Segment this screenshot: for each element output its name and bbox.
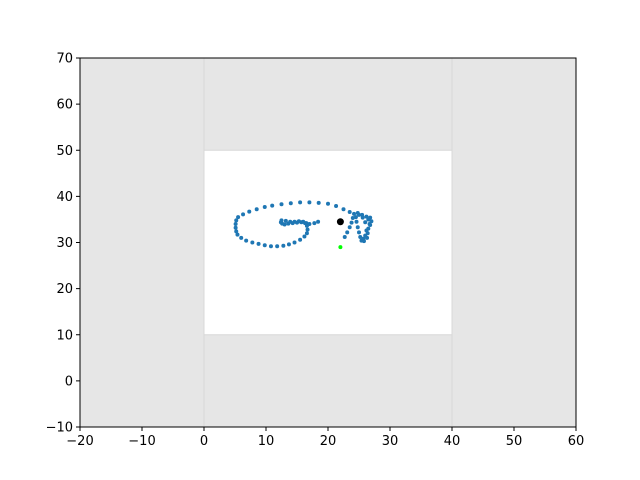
data-point-s0-1 — [345, 230, 350, 235]
data-point-s0-59 — [292, 240, 297, 245]
data-point-s0-23 — [360, 215, 365, 220]
data-point-s0-21 — [353, 215, 358, 220]
data-point-s0-18 — [357, 230, 361, 235]
data-point-s0-55 — [268, 244, 273, 249]
y-axis: −10 0 10 20 30 40 50 60 70 — [46, 52, 80, 436]
data-point-s0-49 — [235, 232, 240, 237]
x-tick-label: 20 — [320, 434, 337, 449]
data-point-s0-41 — [254, 207, 259, 212]
x-tick-label: −20 — [66, 434, 93, 449]
data-point-s0-36 — [298, 200, 303, 205]
data-point-s0-77 — [296, 219, 301, 224]
data-point-s0-82 — [316, 219, 321, 224]
data-point-s0-60 — [298, 237, 303, 242]
data-point-s0-45 — [234, 218, 239, 223]
y-tick-label: 70 — [56, 52, 73, 67]
data-point-s0-28 — [363, 233, 368, 238]
data-point-s0-40 — [262, 204, 267, 209]
data-point-s0-43 — [241, 212, 246, 217]
data-point-s0-3 — [349, 220, 354, 225]
y-tick-label: 20 — [56, 282, 73, 297]
data-point-s0-74 — [283, 218, 288, 223]
data-point-s0-42 — [247, 209, 252, 214]
data-point-s0-5 — [352, 211, 357, 216]
data-point-s0-39 — [270, 203, 275, 208]
data-point-s0-37 — [288, 201, 293, 206]
x-axis: −20 −10 0 10 20 30 40 50 60 — [66, 427, 584, 449]
data-point-s0-81 — [312, 221, 317, 226]
data-point-s0-78 — [301, 219, 306, 224]
data-point-s0-53 — [256, 241, 261, 246]
data-point-s0-29 — [361, 236, 366, 241]
data-point-s0-0 — [342, 234, 347, 239]
data-points-layer — [233, 200, 374, 250]
x-tick-label: 30 — [382, 434, 399, 449]
data-point-s0-38 — [279, 202, 284, 207]
data-point-s0-44 — [236, 215, 241, 220]
data-point-s0-57 — [281, 243, 286, 248]
white-region — [204, 150, 452, 335]
data-point-s0-2 — [347, 225, 352, 230]
data-point-s0-76 — [292, 219, 297, 224]
data-point-s0-4 — [350, 216, 355, 221]
data-point-s0-46 — [233, 222, 238, 227]
y-tick-label: 40 — [56, 190, 73, 205]
x-tick-label: 0 — [200, 434, 208, 449]
data-point-s0-34 — [316, 200, 321, 205]
data-point-s0-54 — [262, 243, 267, 248]
data-point-s0-79 — [304, 221, 309, 226]
data-point-s0-62 — [304, 231, 309, 236]
data-point-s0-17 — [358, 234, 363, 239]
data-point-s0-30 — [347, 210, 352, 215]
data-point-s0-75 — [288, 219, 293, 224]
data-point-s0-25 — [366, 217, 371, 222]
y-tick-label: 50 — [56, 144, 73, 159]
data-point-s0-33 — [326, 201, 330, 206]
data-point-s0-48 — [234, 229, 239, 234]
y-tick-label: 0 — [65, 374, 73, 389]
data-point-s0-58 — [286, 242, 291, 247]
data-point-s0-26 — [367, 222, 372, 227]
data-point-s0-73 — [279, 218, 284, 223]
data-point-s0-61 — [302, 234, 307, 239]
data-point-s0-63 — [305, 227, 310, 232]
data-point-s0-50 — [239, 235, 244, 240]
data-point-s0-27 — [364, 228, 369, 233]
data-point-s0-51 — [244, 238, 249, 243]
x-tick-label: 60 — [568, 434, 585, 449]
data-point-s0-19 — [355, 225, 360, 230]
data-point-s0-47 — [233, 225, 238, 230]
data-point-s0-22 — [357, 212, 361, 217]
data-point-s1-0 — [338, 245, 343, 250]
y-tick-label: 30 — [56, 236, 73, 251]
data-point-s0-31 — [341, 207, 346, 212]
data-point-s0-20 — [354, 219, 359, 224]
y-tick-label: −10 — [46, 421, 73, 436]
data-point-s0-52 — [250, 240, 255, 245]
y-tick-label: 60 — [56, 98, 73, 113]
data-point-s0-35 — [307, 200, 312, 205]
x-tick-label: 50 — [506, 434, 523, 449]
data-point-s2-0 — [336, 218, 344, 226]
data-point-s0-32 — [334, 204, 339, 209]
x-tick-label: −10 — [128, 434, 155, 449]
x-tick-label: 40 — [444, 434, 461, 449]
data-point-s0-24 — [363, 220, 368, 225]
x-tick-label: 10 — [258, 434, 275, 449]
data-point-s0-56 — [275, 244, 280, 249]
data-point-s0-80 — [307, 222, 312, 227]
y-tick-label: 10 — [56, 328, 73, 343]
